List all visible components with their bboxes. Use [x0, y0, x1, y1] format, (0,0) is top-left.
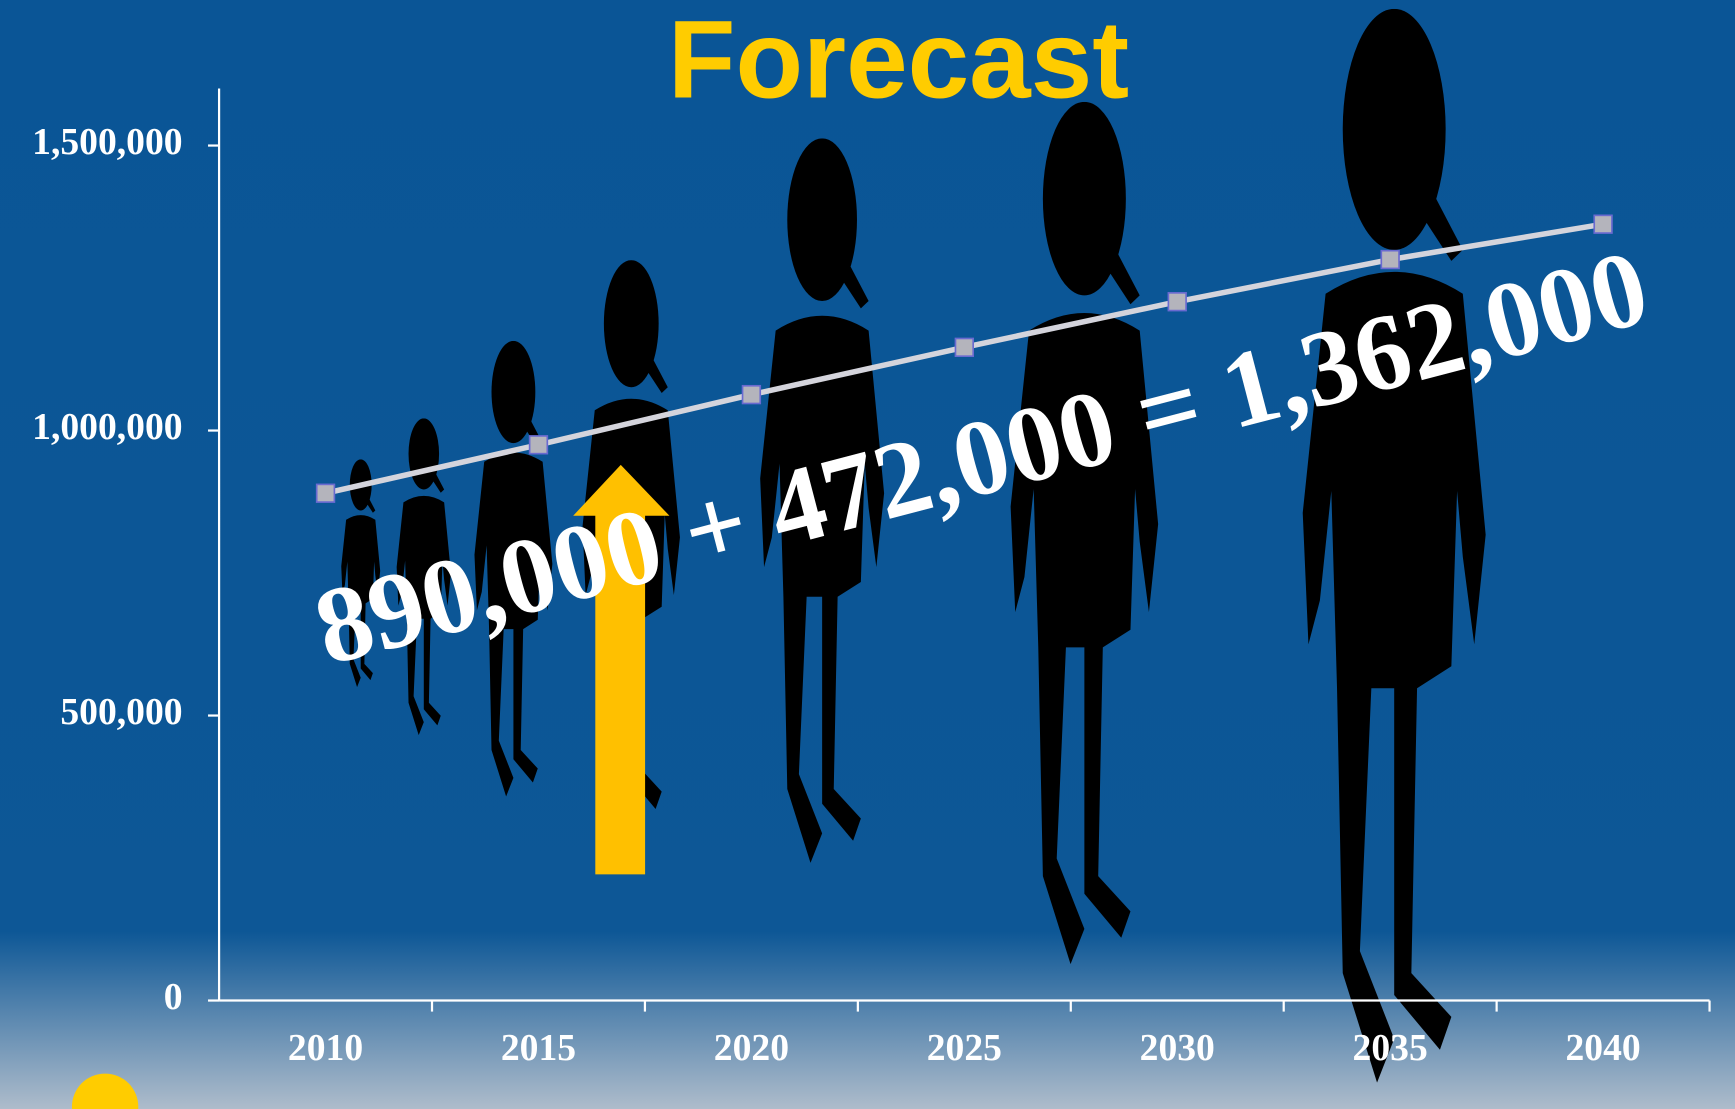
marker — [741, 384, 762, 405]
plot: 0 500,000 1,000,000 1,500,000 2010 2015 2020 20… — [32, 121, 1711, 1069]
x-tick-label: 2025 — [927, 1027, 1002, 1069]
x-tick-label: 2010 — [288, 1027, 363, 1069]
y-tick-label: 0 — [164, 976, 183, 1018]
logo — [71, 1073, 139, 1109]
chart-title: Forecast — [668, 0, 1129, 121]
y-tick-label: 500,000 — [60, 691, 182, 733]
x-tick-label: 2030 — [1140, 1027, 1215, 1069]
y-tick-label: 1,000,000 — [32, 406, 182, 448]
marker — [315, 483, 336, 503]
marker — [1380, 249, 1400, 270]
marker — [1593, 214, 1613, 234]
marker — [1167, 292, 1187, 312]
growth-arrow — [573, 464, 670, 875]
y-tick-label: 1,500,000 — [32, 121, 182, 163]
x-tick-label: 2020 — [714, 1027, 789, 1069]
x-tick-label: 2035 — [1353, 1027, 1428, 1069]
marker — [954, 337, 975, 358]
x-tick-label: 2040 — [1565, 1027, 1640, 1069]
marker — [528, 435, 549, 455]
x-tick-label: 2015 — [501, 1027, 576, 1069]
